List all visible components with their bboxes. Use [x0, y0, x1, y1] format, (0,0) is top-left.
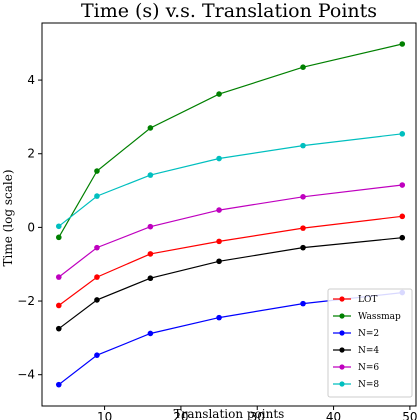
legend-entry: N=4	[333, 346, 379, 356]
data-point	[147, 275, 154, 282]
data-point	[147, 172, 154, 178]
data-point	[147, 223, 154, 230]
data-point	[94, 274, 100, 280]
data-point	[216, 155, 222, 162]
legend-label: LOT	[358, 295, 377, 305]
series-n-8	[55, 131, 406, 230]
data-point	[216, 238, 222, 245]
series-line	[58, 215, 403, 306]
series-line	[58, 237, 403, 330]
y-axis-label: Time (log scale)	[1, 169, 15, 266]
x-tick-label: 30	[250, 410, 265, 420]
legend-marker	[339, 313, 345, 319]
x-axis-label: Translation points	[174, 407, 285, 420]
legend-label: N=8	[358, 380, 379, 390]
data-point	[94, 193, 100, 199]
y-tick-label: 4	[27, 73, 35, 87]
data-point	[55, 223, 62, 230]
y-tick-label: 2	[27, 147, 35, 161]
series-n-4	[55, 234, 406, 332]
data-point	[300, 225, 306, 231]
legend-entry: LOT	[333, 295, 377, 305]
y-tick-label: 0	[27, 220, 35, 234]
series-lot	[55, 213, 406, 309]
x-tick-label: 10	[97, 410, 112, 420]
data-point	[300, 244, 306, 251]
x-axis: 10 20 30 40 50	[97, 406, 418, 420]
plot-frame	[41, 22, 417, 407]
chart-title: Time (s) v.s. Translation Points	[81, 0, 377, 22]
data-point	[399, 234, 406, 241]
legend-entry: N=8	[333, 380, 379, 390]
data-point	[300, 142, 306, 149]
legend-label: N=2	[358, 329, 379, 339]
legend-label: N=4	[358, 346, 379, 356]
data-point	[300, 64, 306, 70]
data-point	[94, 297, 100, 303]
legend-entry: N=2	[333, 329, 379, 339]
legend: LOT Wassmap N=2 N=4 N=6 N=8	[327, 288, 413, 398]
legend-marker	[339, 364, 345, 370]
data-point	[55, 234, 62, 241]
data-point	[399, 131, 406, 137]
series-n-6	[55, 182, 406, 280]
series-line	[58, 292, 403, 386]
y-tick-label: −4	[17, 368, 35, 382]
data-point	[300, 300, 306, 307]
data-point	[55, 381, 62, 388]
data-point	[147, 251, 154, 257]
series-line	[58, 184, 403, 278]
legend-entry: N=6	[333, 363, 379, 373]
legend-label: N=6	[358, 363, 379, 373]
y-tick-label: −2	[17, 294, 35, 308]
data-point	[300, 194, 306, 200]
data-point	[94, 352, 100, 358]
data-point	[216, 314, 222, 321]
legend-marker	[339, 381, 345, 387]
data-point	[216, 91, 222, 97]
x-tick-label: 50	[402, 410, 417, 420]
legend-marker	[339, 330, 345, 336]
data-point	[94, 168, 100, 174]
data-point	[399, 182, 406, 188]
x-tick-label: 40	[326, 410, 341, 420]
data-point	[399, 213, 406, 220]
legend-entry: Wassmap	[333, 312, 401, 322]
legend-marker	[339, 296, 345, 302]
series-wassmap	[55, 41, 406, 241]
data-point	[55, 302, 62, 309]
data-point	[147, 125, 154, 131]
series-line	[58, 43, 403, 238]
legend-marker	[339, 347, 345, 353]
y-axis: −4 −2 0 2 4	[17, 73, 42, 382]
series-n-2	[55, 289, 406, 388]
plot-area: 10 20 30 40 50 −4 −2 0 2 4	[17, 22, 418, 420]
series-layer	[55, 41, 406, 388]
data-point	[216, 258, 222, 265]
data-point	[55, 274, 62, 280]
data-point	[399, 41, 406, 47]
series-line	[58, 133, 403, 227]
x-tick-label: 20	[173, 410, 188, 420]
data-point	[94, 244, 100, 251]
data-point	[147, 330, 154, 337]
data-point	[216, 207, 222, 213]
legend-label: Wassmap	[358, 312, 401, 322]
data-point	[55, 325, 62, 332]
